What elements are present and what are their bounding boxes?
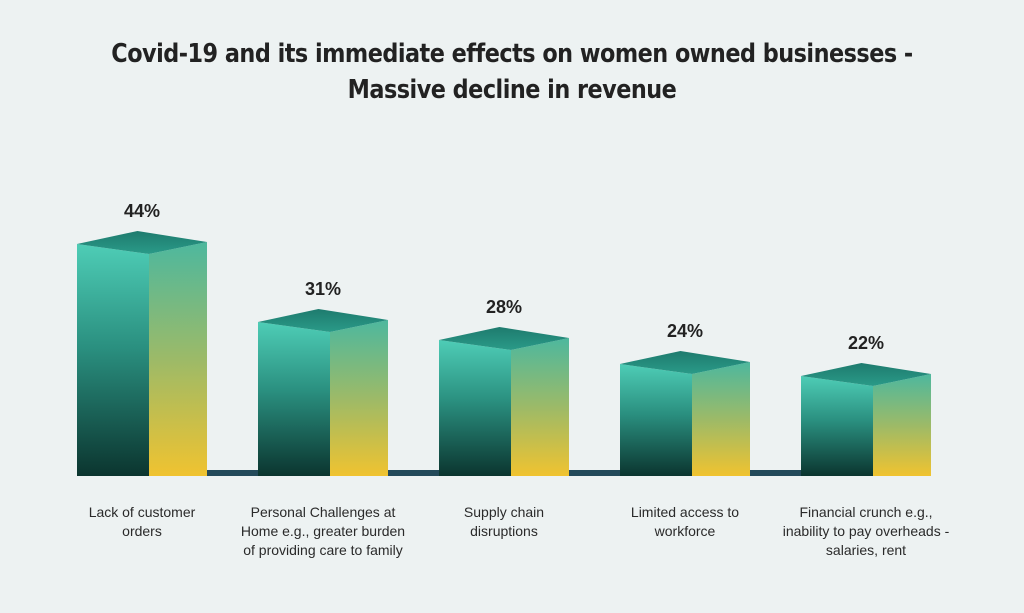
bar-front-face (439, 340, 511, 476)
bar-5 (801, 363, 931, 476)
category-label-line: orders (122, 523, 162, 539)
bar-4 (620, 351, 750, 476)
bar-top-face (258, 309, 388, 332)
category-label: Limited access to workforce (585, 503, 785, 541)
category-label-line: Home e.g., greater burden (240, 523, 406, 539)
bar-side-face (330, 320, 388, 476)
value-label: 24% (667, 321, 703, 341)
bar-top-face (801, 363, 931, 386)
category-label-line: Financial crunch e.g., (799, 504, 933, 520)
chart-title: Covid-19 and its immediate effects on wo… (72, 36, 953, 108)
category-label-line: workforce (654, 523, 716, 539)
bar-front-face (258, 322, 330, 476)
category-label-line: of providing care to family (243, 542, 403, 558)
value-label: 44% (124, 201, 160, 221)
bar-1 (77, 231, 207, 476)
bar-side-face (511, 338, 569, 476)
bar-top-face (77, 231, 207, 254)
bar-top-face (439, 327, 569, 350)
category-label: Financial crunch e.g., inability to pay o… (766, 503, 966, 560)
value-label: 22% (848, 333, 884, 353)
bar-front-face (620, 364, 692, 476)
category-label-line: Lack of customer (88, 504, 196, 520)
chart-title-line-1: Covid-19 and its immediate effects on wo… (111, 39, 913, 69)
bar-side-face (149, 242, 207, 476)
category-label-line: salaries, rent (825, 542, 907, 558)
chart-title-line-2: Massive decline in revenue (347, 75, 677, 105)
category-label-line: inability to pay overheads - (782, 523, 950, 539)
category-label-line: Supply chain (463, 504, 545, 520)
category-label-line: disruptions (470, 523, 538, 539)
bar-side-face (873, 374, 931, 476)
category-label: Supply chain disruptions (404, 503, 604, 541)
bar-side-face (692, 362, 750, 476)
value-label: 31% (305, 279, 341, 299)
bar-front-face (77, 244, 149, 476)
bar-top-face (620, 351, 750, 374)
bar-3 (439, 327, 569, 476)
value-label: 28% (486, 297, 522, 317)
category-label: Personal Challenges at Home e.g., greater… (223, 503, 423, 560)
category-label: Lack of customer orders (42, 503, 242, 541)
category-label-line: Limited access to (630, 504, 740, 520)
category-label-line: Personal Challenges at (250, 504, 396, 520)
bar-2 (258, 309, 388, 476)
bar-front-face (801, 376, 873, 476)
